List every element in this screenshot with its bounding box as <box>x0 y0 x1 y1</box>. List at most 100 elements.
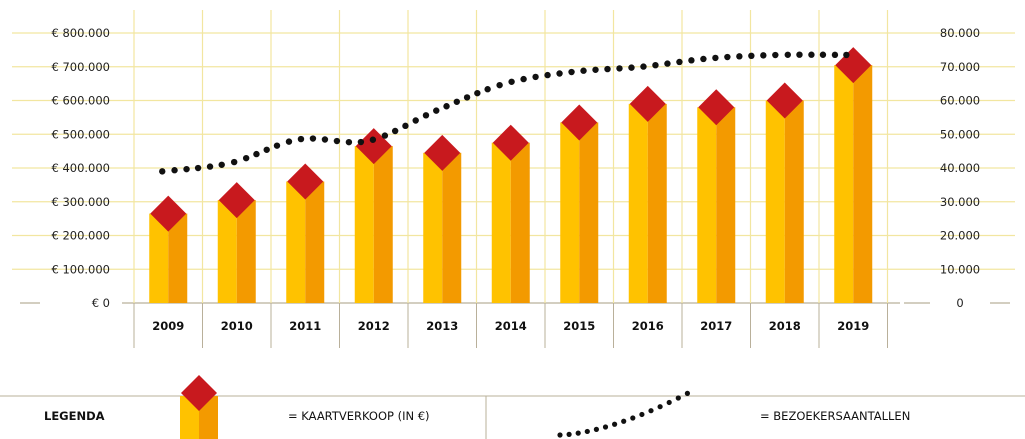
bar-diamond <box>698 89 735 126</box>
visitor-line-dot <box>321 136 329 143</box>
legend: LEGENDA = KAARTVERKOOP (IN €) = BEZOEKER… <box>0 375 1025 439</box>
legend-line-dot <box>602 424 609 430</box>
visitor-line-dot <box>520 75 527 83</box>
visitor-line-dot <box>433 107 440 114</box>
visitor-line-dot <box>508 78 515 85</box>
left-tick-label: € 500.000 <box>51 127 110 141</box>
visitor-line-dot <box>640 63 647 70</box>
visitor-line-dot <box>843 51 850 59</box>
visitor-line-dot <box>652 61 659 69</box>
legend-line-dot <box>612 421 618 427</box>
left-axis-ticks: € 0 € 100.000 € 200.000 € 300.000 € 400.000 €… <box>51 26 110 310</box>
year-label: 2015 <box>563 319 595 333</box>
visitor-line <box>159 51 850 175</box>
bar-front <box>628 103 648 303</box>
right-tick-label: 10.000 <box>940 262 980 276</box>
legend-line-dot <box>648 408 654 414</box>
visitor-line-dot <box>443 103 450 110</box>
legend-line-dot <box>675 395 681 401</box>
legend-line-dot <box>621 418 627 424</box>
legend-line-dot <box>575 430 581 436</box>
visitor-line-dot <box>381 132 389 139</box>
visitor-line-dot <box>544 71 551 79</box>
bar-side <box>442 152 462 303</box>
visitor-line-dot <box>784 51 791 58</box>
right-tick-label: 20.000 <box>940 229 980 243</box>
visitor-line-dot <box>333 137 341 145</box>
legend-bar-swatch <box>180 375 218 439</box>
visitor-line-dot <box>463 94 471 101</box>
legend-line-dot <box>593 426 600 432</box>
visitor-line-dot <box>474 89 481 97</box>
legend-line-dot <box>657 404 663 410</box>
visitor-line-dot <box>760 52 767 59</box>
visitor-line-dot <box>808 51 815 58</box>
year-label: 2016 <box>632 319 664 333</box>
left-tick-label: € 0 <box>92 296 110 310</box>
year-label: 2011 <box>289 319 321 333</box>
visitor-line-dot <box>253 150 260 158</box>
right-tick-label: 40.000 <box>940 161 980 175</box>
visitor-line-dot <box>369 136 377 143</box>
visitor-line-dot <box>700 55 707 63</box>
bar-diamond <box>424 134 461 171</box>
legend-line-swatch <box>557 390 691 438</box>
bar-side <box>305 181 325 303</box>
right-tick-label: 0 <box>956 296 963 310</box>
visitor-line-dot <box>796 51 803 58</box>
visitor-line-dot <box>819 51 827 58</box>
visitor-line-dot <box>171 167 178 174</box>
visitor-line-dot <box>422 112 430 119</box>
bar-front <box>491 142 511 303</box>
visitor-line-dot <box>772 51 779 59</box>
legend-title: LEGENDA <box>44 409 105 423</box>
visitor-line-dot <box>724 53 731 61</box>
x-axis-ticks: 2009 2010 2011 2012 2013 2014 2015 2016 2017 2018… <box>152 319 869 333</box>
year-label: 2013 <box>426 319 458 333</box>
bar-diamond <box>150 195 187 232</box>
bar-front <box>149 213 169 303</box>
bar-diamond <box>218 182 255 219</box>
legend-line-dot <box>684 390 691 396</box>
right-axis-ticks: 0 10.000 20.000 30.000 40.000 50.000 60.000 70.… <box>940 26 980 310</box>
legend-label-sales: = KAARTVERKOOP (IN €) <box>288 409 430 423</box>
legend-line-dot <box>566 431 572 437</box>
visitor-line-dot <box>736 53 743 60</box>
visitor-line-dot <box>484 86 491 93</box>
year-label: 2017 <box>700 319 732 333</box>
year-label: 2018 <box>769 319 801 333</box>
bar-side <box>579 122 599 303</box>
visitor-line-dot <box>532 73 539 81</box>
bar-front <box>354 146 374 303</box>
visitor-line-dot <box>592 66 599 73</box>
legend-line-dot <box>639 411 645 418</box>
visitor-line-dot <box>206 163 214 170</box>
bar-front <box>834 65 854 303</box>
left-tick-label: € 700.000 <box>51 60 110 74</box>
bar-side <box>236 200 256 303</box>
bar-diamond <box>766 82 803 119</box>
visitor-line-dot <box>604 65 611 73</box>
visitor-line-dot <box>496 81 503 89</box>
visitor-line-dot <box>616 65 623 72</box>
left-tick-label: € 300.000 <box>51 195 110 209</box>
bar-diamond <box>287 163 324 200</box>
bars <box>149 65 873 303</box>
left-tick-label: € 800.000 <box>51 26 110 40</box>
bar-side <box>168 213 188 303</box>
left-tick-label: € 600.000 <box>51 94 110 108</box>
visitor-line-dot <box>159 168 166 175</box>
right-tick-label: 30.000 <box>940 195 980 209</box>
visitor-line-dot <box>297 135 305 143</box>
visitor-line-dot <box>568 68 575 76</box>
visitor-line-dot <box>831 51 839 59</box>
visitor-line-dot <box>664 60 671 67</box>
visitor-line-dot <box>391 127 399 135</box>
visitor-line-dot <box>712 54 719 62</box>
bar-diamond <box>561 104 598 141</box>
left-tick-label: € 200.000 <box>51 229 110 243</box>
bar-side <box>510 142 530 303</box>
visitor-line-dot <box>676 58 683 66</box>
bar-front <box>423 152 443 303</box>
legend-line-dot <box>584 428 590 435</box>
